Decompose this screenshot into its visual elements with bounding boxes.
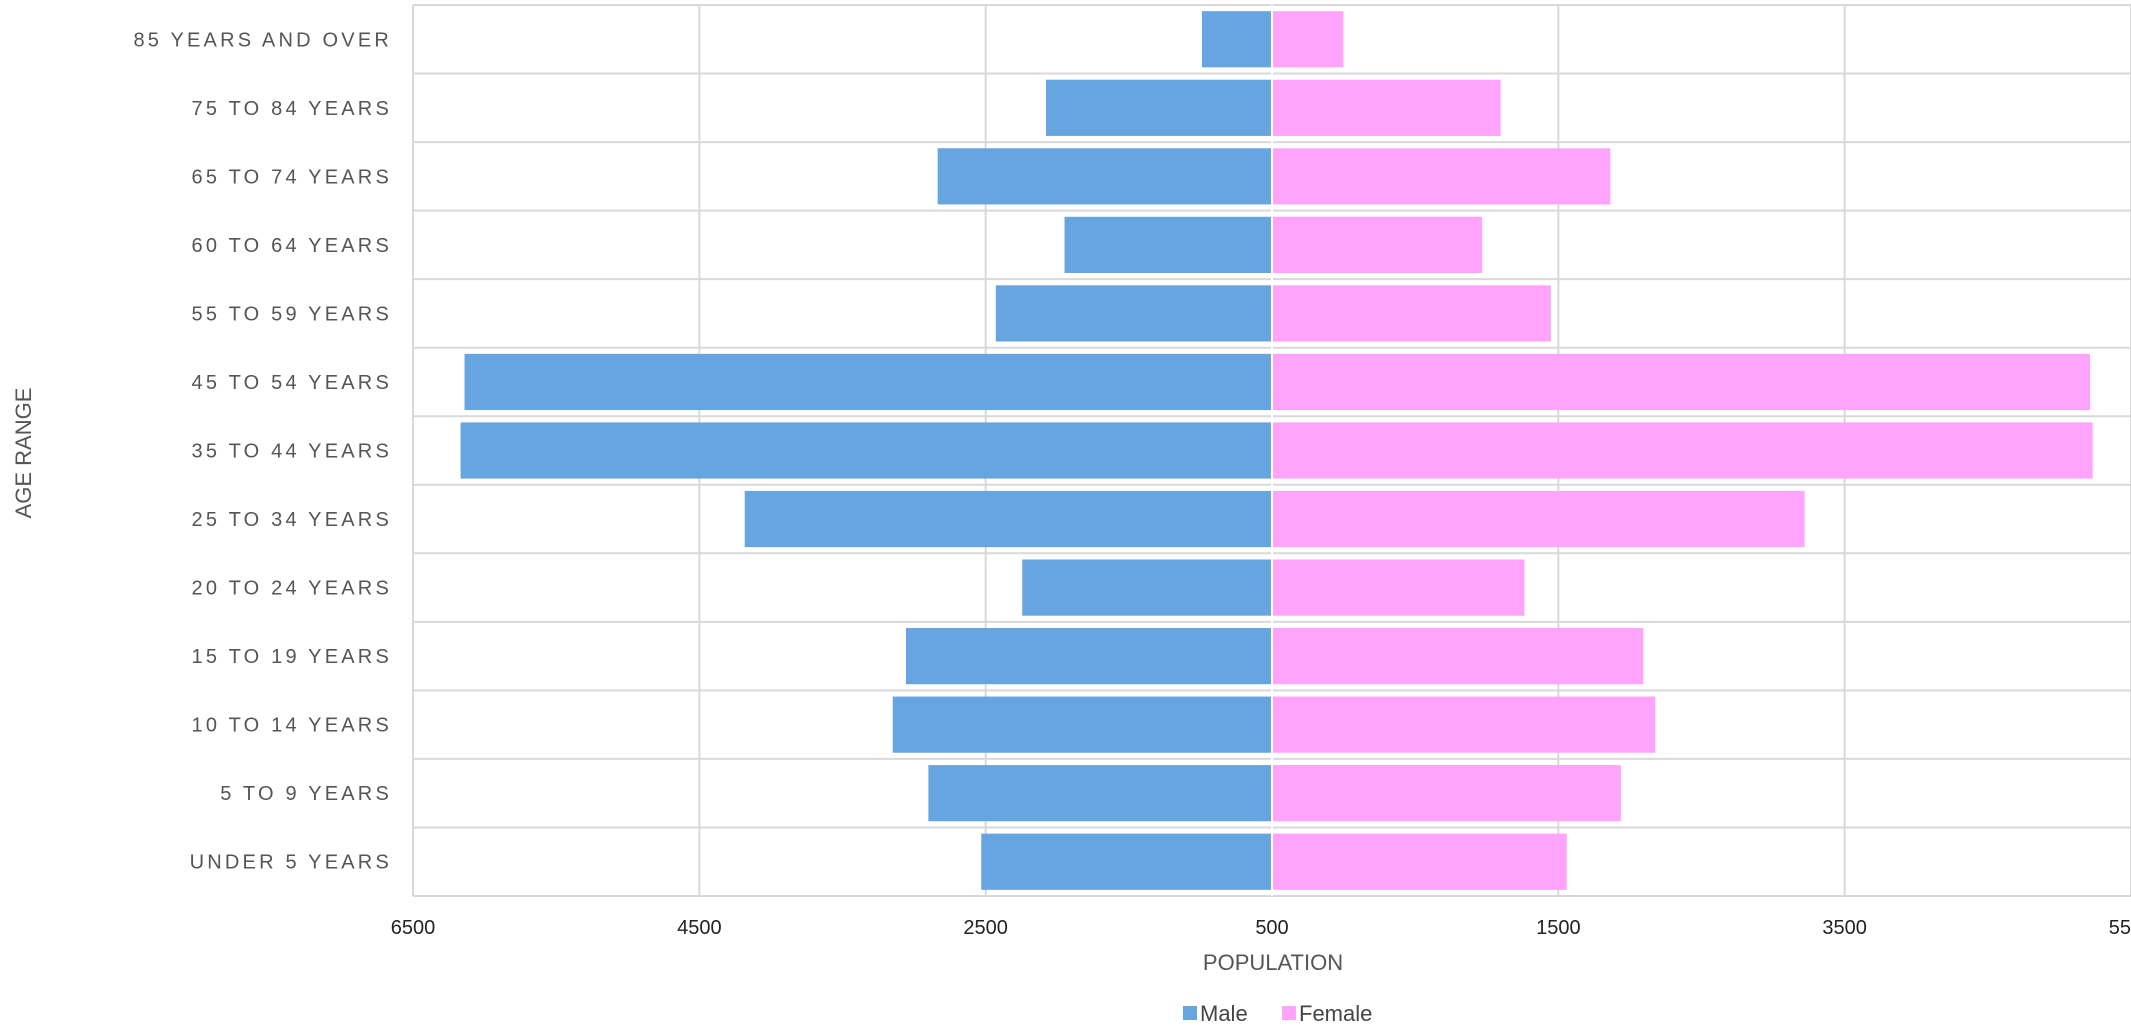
x-tick-label: 500 xyxy=(1255,917,1288,939)
bar-female xyxy=(1272,490,1805,548)
bar-female xyxy=(1272,696,1656,753)
bar-female xyxy=(1272,148,1611,205)
x-tick-label: 1500 xyxy=(1536,917,1581,939)
x-axis-title: POPULATION xyxy=(1203,950,1343,975)
bar-female xyxy=(1272,559,1525,616)
bar-female xyxy=(1272,11,1344,68)
bar-male xyxy=(928,765,1272,822)
category-label: 35 TO 44 YEARS xyxy=(192,441,392,463)
legend-label-male: Male xyxy=(1200,1001,1248,1026)
bar-male xyxy=(995,285,1272,342)
x-tick-label: 3500 xyxy=(1822,917,1867,939)
bar-female xyxy=(1272,353,2091,411)
bar-female xyxy=(1272,216,1483,273)
bar-male xyxy=(744,490,1272,548)
bar-male xyxy=(905,628,1272,685)
bar-male xyxy=(1064,216,1272,273)
legend: Male Female xyxy=(1183,1001,1372,1026)
category-label: 10 TO 14 YEARS xyxy=(192,715,392,737)
x-tick-label: 5500 xyxy=(2109,917,2131,939)
bar-female xyxy=(1272,79,1501,136)
x-tick-labels: 6500 4500 2500 500 1500 3500 5500 xyxy=(391,917,2131,939)
bar-female xyxy=(1272,833,1567,890)
category-label: 85 YEARS AND OVER xyxy=(133,29,392,51)
x-tick-label: 6500 xyxy=(391,917,436,939)
legend-swatch-male xyxy=(1183,1006,1197,1020)
category-label: 15 TO 19 YEARS xyxy=(192,646,392,668)
bar-male xyxy=(1201,11,1272,68)
bar-male xyxy=(892,696,1272,753)
x-tick-label: 4500 xyxy=(677,917,722,939)
bar-male xyxy=(937,148,1272,205)
category-label: 25 TO 34 YEARS xyxy=(192,509,392,531)
category-label: 20 TO 24 YEARS xyxy=(192,578,392,600)
bar-male xyxy=(981,833,1272,890)
y-axis-title: AGE RANGE xyxy=(11,388,36,519)
bar-female xyxy=(1272,422,2093,479)
category-label: 75 TO 84 YEARS xyxy=(192,98,392,120)
category-label: UNDER 5 YEARS xyxy=(190,852,392,874)
category-label: 55 TO 59 YEARS xyxy=(192,303,392,325)
bar-male xyxy=(460,422,1272,479)
category-label: 60 TO 64 YEARS xyxy=(192,235,392,257)
bars xyxy=(460,5,2093,896)
bar-male xyxy=(464,353,1272,411)
category-label: 45 TO 54 YEARS xyxy=(192,372,392,394)
category-label: 65 TO 74 YEARS xyxy=(192,166,392,188)
legend-swatch-female xyxy=(1282,1006,1296,1020)
bar-female xyxy=(1272,628,1644,685)
bar-male xyxy=(1022,559,1272,616)
bar-female xyxy=(1272,765,1621,822)
x-tick-label: 2500 xyxy=(963,917,1008,939)
category-label: 5 TO 9 YEARS xyxy=(220,783,392,805)
legend-label-female: Female xyxy=(1299,1001,1372,1026)
bar-female xyxy=(1272,285,1551,342)
category-labels: 85 YEARS AND OVER 75 TO 84 YEARS 65 TO 74 … xyxy=(133,29,392,874)
bar-male xyxy=(1046,79,1272,136)
